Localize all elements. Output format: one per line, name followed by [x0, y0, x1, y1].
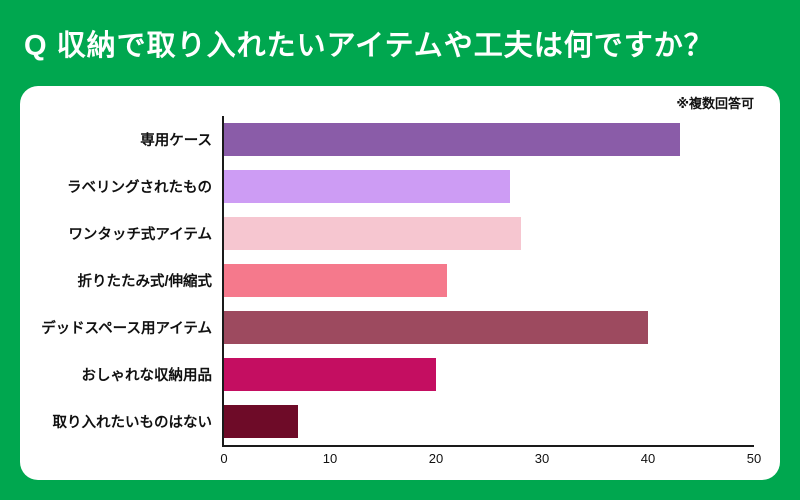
bar-row [224, 304, 754, 351]
category-label: 取り入れたいものはない [52, 415, 213, 431]
bar-row [224, 398, 754, 445]
x-tick-label: 40 [640, 451, 656, 466]
multiple-answers-note: ※複数回答可 [676, 96, 754, 111]
bar-row [224, 210, 754, 257]
plot-area [222, 116, 754, 447]
x-tick-label: 30 [534, 451, 550, 466]
bar-chart: 専用ケースラベリングされたもの ワンタッチ式アイテム折りたたみ式/伸縮式デッドスペ… [36, 116, 754, 447]
x-axis-ticks: 0 10 20 30 40 50 [220, 447, 761, 469]
x-tick-label: 0 [220, 451, 228, 466]
x-tick-label: 20 [428, 451, 444, 466]
bar [224, 264, 447, 297]
bar [224, 170, 511, 203]
bar [224, 405, 299, 438]
category-label: 折りたたみ式/伸縮式 [77, 274, 212, 290]
chart-card: ※複数回答可 専用ケースラベリングされたもの ワンタッチ式アイテム折りたたみ式/伸… [20, 86, 780, 480]
category-label: デッドスペース用アイテム [41, 321, 212, 337]
page-title: Q 収納で取り入れたいアイテムや工夫は何ですか？ [24, 30, 714, 62]
bar-row [224, 116, 754, 163]
category-label: ワンタッチ式アイテム [68, 227, 212, 243]
x-tick-label: 50 [746, 451, 762, 466]
category-label: おしゃれな収納用品 [81, 368, 213, 384]
bar [224, 123, 680, 156]
bar-row [224, 163, 754, 210]
bar-row [224, 351, 754, 398]
bar [224, 311, 648, 344]
category-label: ラベリングされたもの [67, 180, 212, 196]
bar [224, 358, 436, 391]
bar [224, 217, 521, 250]
x-tick-label: 10 [322, 451, 338, 466]
category-labels: 専用ケースラベリングされたもの ワンタッチ式アイテム折りたたみ式/伸縮式デッドスペ… [36, 116, 222, 447]
bar-row [224, 257, 754, 304]
category-label: 専用ケース [140, 133, 212, 149]
